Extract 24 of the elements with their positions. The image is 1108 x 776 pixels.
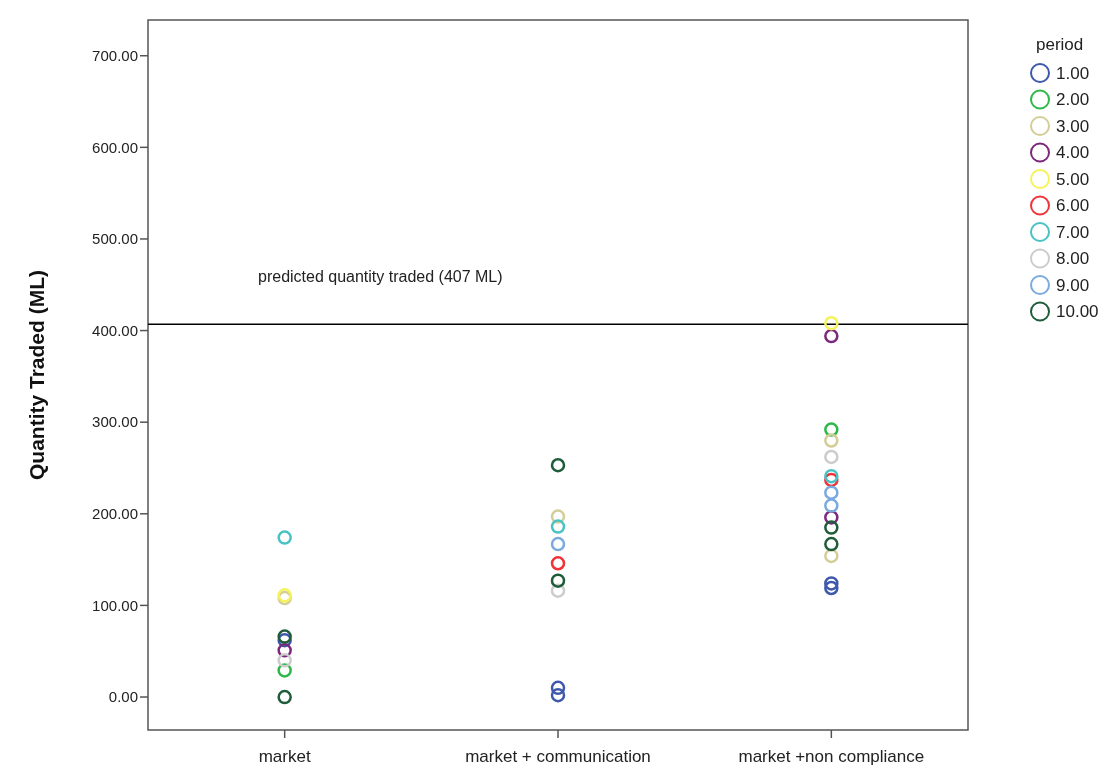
y-tick-label: 300.00 [92, 413, 138, 431]
legend-label: 9.00 [1056, 275, 1090, 295]
y-tick-label: 0.00 [108, 688, 138, 706]
legend-label: 1.00 [1056, 63, 1090, 83]
legend-label: 4.00 [1056, 143, 1090, 163]
y-tick-label: 500.00 [92, 230, 138, 248]
y-tick-label: 600.00 [92, 138, 138, 156]
legend-label: 8.00 [1056, 249, 1090, 269]
legend-label: 10.00 [1056, 302, 1099, 322]
y-axis-title: Quantity Traded (ML) [25, 270, 48, 480]
legend-title: period [1036, 35, 1084, 54]
x-tick-label: market [258, 747, 311, 766]
legend-label: 5.00 [1056, 169, 1090, 189]
x-tick-label: market +non compliance [738, 747, 925, 766]
legend-label: 3.00 [1056, 116, 1090, 136]
y-tick-label: 200.00 [92, 505, 138, 523]
x-tick-label: market + communication [465, 747, 651, 766]
legend-label: 6.00 [1056, 196, 1090, 216]
ref-line-label: predicted quantity traded (407 ML) [258, 268, 503, 286]
legend-label: 2.00 [1056, 90, 1090, 110]
y-tick-label: 100.00 [92, 596, 138, 614]
y-tick-label: 700.00 [92, 46, 138, 64]
y-tick-label: 400.00 [92, 321, 138, 339]
legend-label: 7.00 [1056, 222, 1090, 242]
